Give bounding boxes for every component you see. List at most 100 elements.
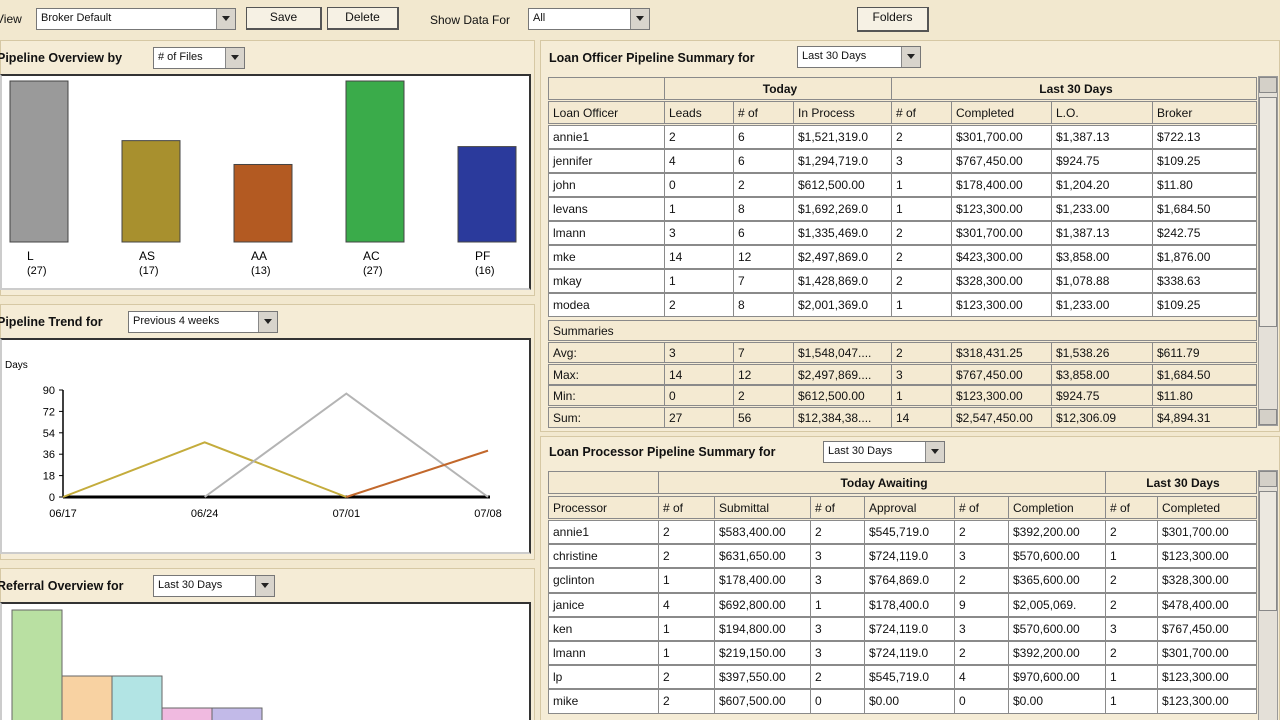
column-header: # of	[891, 101, 952, 124]
table-cell: 1	[891, 173, 952, 197]
column-header: # of	[658, 496, 715, 519]
table-cell: $1,521,319.0	[793, 125, 892, 149]
scrollbar[interactable]	[1258, 470, 1278, 720]
referral-bar	[11, 609, 63, 720]
button[interactable]: Folders	[857, 7, 929, 32]
column-header: L.O.	[1051, 101, 1153, 124]
column-header: # of	[810, 496, 865, 519]
group-header	[548, 471, 659, 494]
summary-cell: $123,300.00	[951, 385, 1052, 406]
dropdown-value[interactable]: Last 30 Days	[828, 445, 893, 457]
referral-bar	[61, 675, 113, 720]
table-cell: 1	[891, 293, 952, 317]
table-cell: $392,200.00	[1008, 520, 1106, 545]
referral-bar	[211, 707, 263, 720]
x-tick-label: 06/17	[49, 508, 77, 520]
table-cell: $2,497,869.0	[793, 245, 892, 269]
dropdown-arrow[interactable]	[216, 9, 235, 29]
y-tick-label: 72	[43, 406, 55, 418]
summary-cell: $1,684.50	[1152, 363, 1257, 385]
dropdown[interactable]: Last 30 Days	[153, 575, 275, 597]
bar-count: (16)	[475, 265, 495, 277]
dropdown-value[interactable]: Broker Default	[41, 12, 112, 24]
table-cell: $123,300.00	[951, 293, 1052, 317]
bar-label: AS	[139, 249, 155, 263]
table-cell: $583,400.00	[714, 520, 811, 545]
summary-cell: 2	[733, 385, 794, 406]
table-cell: 2	[891, 269, 952, 293]
table-cell: $11.80	[1152, 173, 1257, 197]
dropdown[interactable]: Broker Default	[36, 8, 236, 30]
scrollbar[interactable]	[1258, 76, 1278, 426]
table-cell: 3	[810, 544, 865, 569]
dropdown[interactable]: All	[528, 8, 650, 30]
table-cell: 0	[810, 689, 865, 714]
button[interactable]: Save	[246, 7, 322, 30]
table-cell: $392,200.00	[1008, 641, 1106, 666]
table-cell: 4	[664, 149, 734, 173]
dropdown-value[interactable]: Previous 4 weeks	[133, 315, 220, 327]
table-cell: 2	[664, 125, 734, 149]
column-header: # of	[1105, 496, 1158, 519]
dropdown-value[interactable]: # of Files	[158, 51, 203, 63]
table-cell: lp	[548, 665, 659, 690]
table-cell: 0	[664, 173, 734, 197]
dropdown[interactable]: # of Files	[153, 47, 245, 69]
table-cell: mkay	[548, 269, 665, 293]
dropdown[interactable]: Last 30 Days	[797, 46, 921, 68]
table-cell: mike	[548, 689, 659, 714]
table-cell: modea	[548, 293, 665, 317]
trend-line	[62, 441, 347, 498]
table-cell: levans	[548, 197, 665, 221]
table-cell: 1	[658, 641, 715, 666]
column-header: Completed	[951, 101, 1052, 124]
group-header: Last 30 Days	[891, 77, 1257, 100]
dropdown-value[interactable]: Last 30 Days	[802, 50, 867, 62]
table-cell: $423,300.00	[951, 245, 1052, 269]
dropdown-arrow[interactable]	[630, 9, 649, 29]
table-cell: 2	[954, 641, 1009, 666]
table-cell: $570,600.00	[1008, 616, 1106, 641]
summary-cell: 14	[891, 406, 952, 428]
button[interactable]: Delete	[327, 7, 399, 30]
table-cell: $1,684.50	[1152, 197, 1257, 221]
column-header: In Process	[793, 101, 892, 124]
section-title: Loan Processor Pipeline Summary for	[549, 445, 776, 459]
table-cell: $724,119.0	[864, 544, 955, 569]
table-cell: annie1	[548, 520, 659, 545]
table-cell: 1	[810, 592, 865, 617]
dropdown-arrow[interactable]	[901, 47, 920, 67]
dropdown[interactable]: Last 30 Days	[823, 441, 945, 463]
table-cell: 8	[733, 197, 794, 221]
table-cell: $242.75	[1152, 221, 1257, 245]
table-cell: 3	[954, 616, 1009, 641]
dropdown-arrow[interactable]	[925, 442, 944, 462]
dropdown-arrow[interactable]	[225, 48, 244, 68]
table-cell: 3	[1105, 616, 1158, 641]
table-cell: $0.00	[1008, 689, 1106, 714]
group-header	[548, 77, 665, 100]
dropdown-arrow[interactable]	[255, 576, 274, 596]
summary-cell: 2	[891, 342, 952, 363]
table-cell: $2,005,069.	[1008, 592, 1106, 617]
table-cell: 2	[658, 520, 715, 545]
table-cell: 2	[1105, 641, 1158, 666]
bar-count: (17)	[139, 265, 159, 277]
summary-cell: $12,306.09	[1051, 406, 1153, 428]
table-cell: $1,204.20	[1051, 173, 1153, 197]
table-cell: $722.13	[1152, 125, 1257, 149]
table-cell: 2	[658, 689, 715, 714]
label: Show Data For	[430, 13, 511, 27]
table-cell: $397,550.00	[714, 665, 811, 690]
summary-cell: 12	[733, 363, 794, 385]
table-cell: $3,858.00	[1051, 245, 1153, 269]
dropdown[interactable]: Previous 4 weeks	[128, 311, 278, 333]
dropdown-arrow[interactable]	[258, 312, 277, 332]
dropdown-value[interactable]: Last 30 Days	[158, 579, 223, 591]
table-cell: $764,869.0	[864, 568, 955, 593]
table-cell: 4	[954, 665, 1009, 690]
summary-cell: $318,431.25	[951, 342, 1052, 363]
table-cell: ken	[548, 616, 659, 641]
dropdown-value[interactable]: All	[533, 12, 546, 24]
